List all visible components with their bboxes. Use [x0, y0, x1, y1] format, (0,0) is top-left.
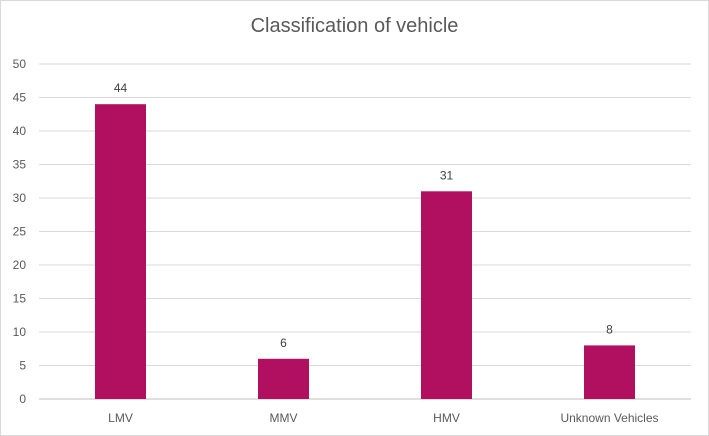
data-label: 6	[280, 336, 287, 350]
bar-mmv	[258, 358, 309, 399]
y-tick-label: 10	[13, 325, 27, 339]
y-tick-label: 5	[19, 359, 26, 373]
x-tick-label: MMV	[270, 411, 298, 425]
x-tick-label: Unknown Vehicles	[560, 411, 658, 425]
y-tick-label: 15	[13, 292, 27, 306]
y-tick-label: 30	[13, 191, 27, 205]
chart-title: Classification of vehicle	[250, 15, 459, 37]
y-tick-label: 25	[13, 225, 27, 239]
y-tick-label: 40	[13, 124, 27, 138]
y-tick-label: 0	[19, 392, 26, 406]
bar-unknown-vehicles	[584, 345, 635, 399]
data-label: 44	[114, 81, 128, 95]
y-tick-label: 20	[13, 258, 27, 272]
y-tick-label: 50	[13, 57, 27, 71]
bar-hmv	[421, 191, 472, 399]
x-tick-label: LMV	[108, 411, 133, 425]
bar-lmv	[95, 104, 146, 399]
y-tick-label: 35	[13, 158, 27, 172]
x-tick-label: HMV	[433, 411, 460, 425]
y-tick-label: 45	[13, 91, 27, 105]
data-label: 31	[440, 168, 454, 182]
data-label: 8	[606, 322, 613, 336]
